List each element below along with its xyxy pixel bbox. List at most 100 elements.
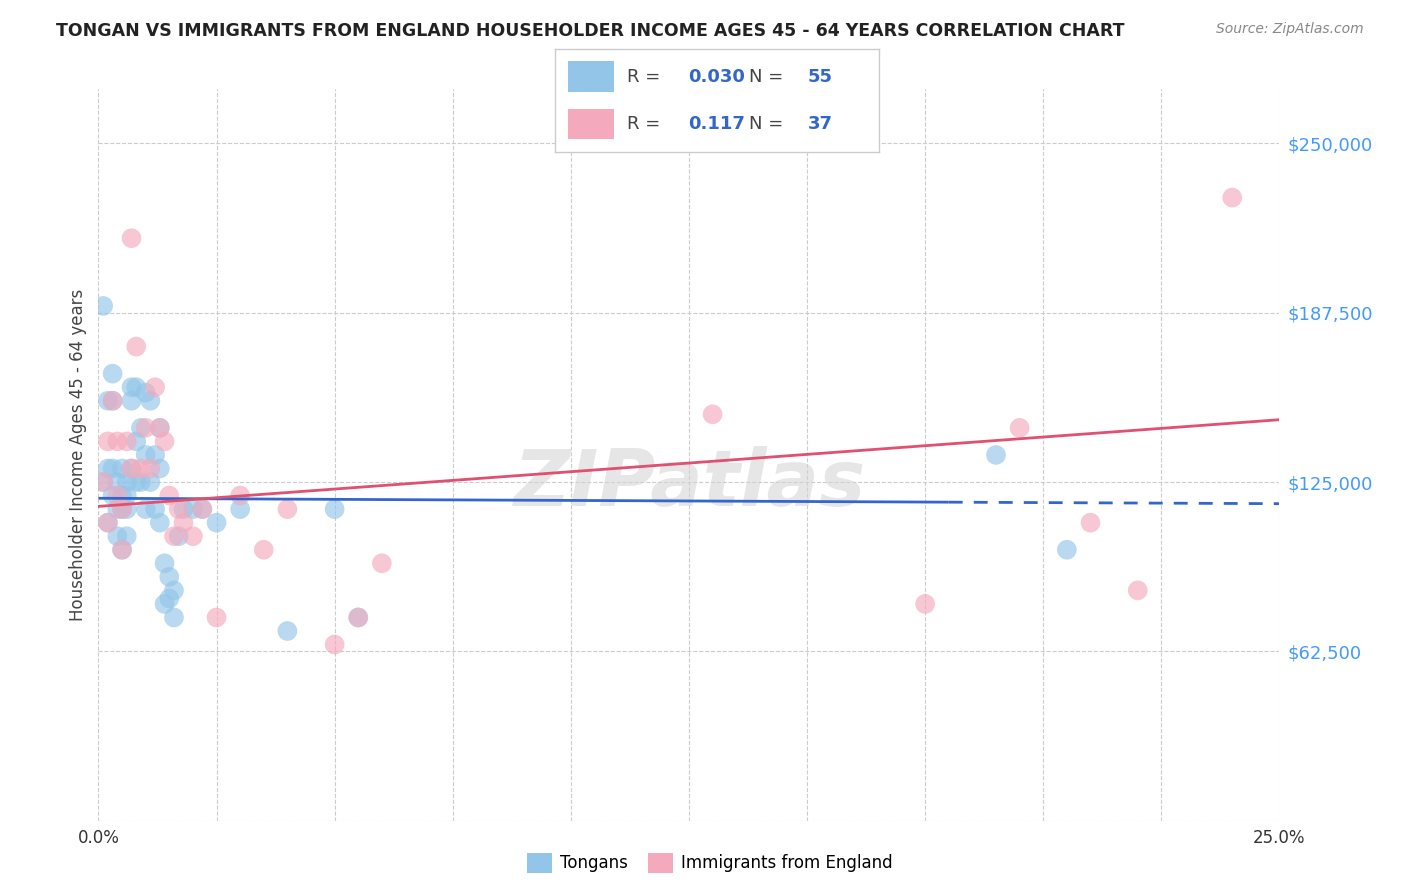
Bar (568, 62, 613, 92)
Point (157, 570, 180, 584)
Text: TONGAN VS IMMIGRANTS FROM ENGLAND HOUSEHOLDER INCOME AGES 45 - 64 YEARS CORRELAT: TONGAN VS IMMIGRANTS FROM ENGLAND HOUSEH… (56, 22, 1125, 40)
Point (101, 393, 124, 408)
Point (984, 448, 1007, 462)
Bar (568, 109, 613, 139)
Point (276, 624, 298, 638)
Point (153, 597, 176, 611)
Point (371, 556, 394, 570)
Point (157, 591, 180, 606)
Point (323, 502, 346, 516)
Point (149, 421, 172, 435)
Text: 0.117: 0.117 (688, 115, 745, 133)
Point (135, 385, 157, 400)
Point (101, 367, 124, 381)
Text: 37: 37 (807, 115, 832, 133)
Text: Source: ZipAtlas.com: Source: ZipAtlas.com (1216, 22, 1364, 37)
Point (1008, 421, 1031, 435)
Point (97, 434, 120, 449)
Point (111, 542, 134, 557)
Point (121, 393, 143, 408)
Point (125, 434, 148, 449)
Point (191, 502, 214, 516)
Point (143, 448, 166, 462)
Legend: Tongans, Immigrants from England: Tongans, Immigrants from England (520, 847, 900, 880)
Point (115, 502, 138, 516)
Point (153, 556, 176, 570)
Point (1056, 542, 1078, 557)
Point (101, 461, 124, 475)
Point (115, 475, 138, 489)
Point (125, 380, 148, 394)
Point (139, 393, 162, 408)
Point (163, 583, 186, 598)
Text: N =: N = (749, 68, 789, 86)
Point (149, 421, 172, 435)
Point (139, 461, 162, 475)
Point (143, 380, 166, 394)
Point (129, 421, 152, 435)
Point (97, 516, 120, 530)
Point (205, 610, 228, 624)
Point (253, 542, 276, 557)
Point (143, 502, 166, 516)
Point (914, 597, 936, 611)
Point (323, 638, 346, 652)
Point (149, 461, 172, 475)
Point (1220, 190, 1243, 204)
Point (115, 489, 138, 503)
Point (205, 516, 228, 530)
Point (167, 502, 190, 516)
Point (121, 461, 143, 475)
Point (105, 529, 128, 543)
Text: R =: R = (627, 115, 671, 133)
Point (97, 516, 120, 530)
Point (181, 502, 204, 516)
Point (101, 489, 124, 503)
Point (121, 231, 143, 245)
Y-axis label: Householder Income Ages 45 - 64 years: Householder Income Ages 45 - 64 years (69, 289, 87, 621)
Point (105, 502, 128, 516)
Point (105, 434, 128, 449)
Text: 55: 55 (807, 68, 832, 86)
Point (135, 448, 157, 462)
Point (163, 529, 186, 543)
Point (139, 475, 162, 489)
Point (153, 434, 176, 449)
Point (229, 489, 252, 503)
Point (172, 502, 194, 516)
Point (229, 502, 252, 516)
Point (191, 502, 214, 516)
Point (125, 475, 148, 489)
Point (111, 502, 134, 516)
Point (91, 299, 114, 313)
Point (135, 502, 157, 516)
Point (105, 489, 128, 503)
Point (347, 610, 370, 624)
Point (115, 529, 138, 543)
Point (111, 489, 134, 503)
Text: N =: N = (749, 115, 789, 133)
Point (181, 529, 204, 543)
Point (163, 610, 186, 624)
Point (115, 434, 138, 449)
Text: ZIPatlas: ZIPatlas (513, 446, 865, 522)
Point (129, 475, 152, 489)
Text: R =: R = (627, 68, 665, 86)
Point (111, 502, 134, 516)
Point (157, 489, 180, 503)
Point (125, 340, 148, 354)
Point (129, 461, 152, 475)
Point (167, 529, 190, 543)
Point (91, 475, 114, 489)
Text: 0.030: 0.030 (688, 68, 745, 86)
Point (111, 542, 134, 557)
Point (172, 516, 194, 530)
Point (135, 421, 157, 435)
Point (121, 380, 143, 394)
Point (347, 610, 370, 624)
Point (1126, 583, 1149, 598)
Point (101, 393, 124, 408)
Point (702, 407, 724, 421)
Point (97, 393, 120, 408)
Point (111, 461, 134, 475)
